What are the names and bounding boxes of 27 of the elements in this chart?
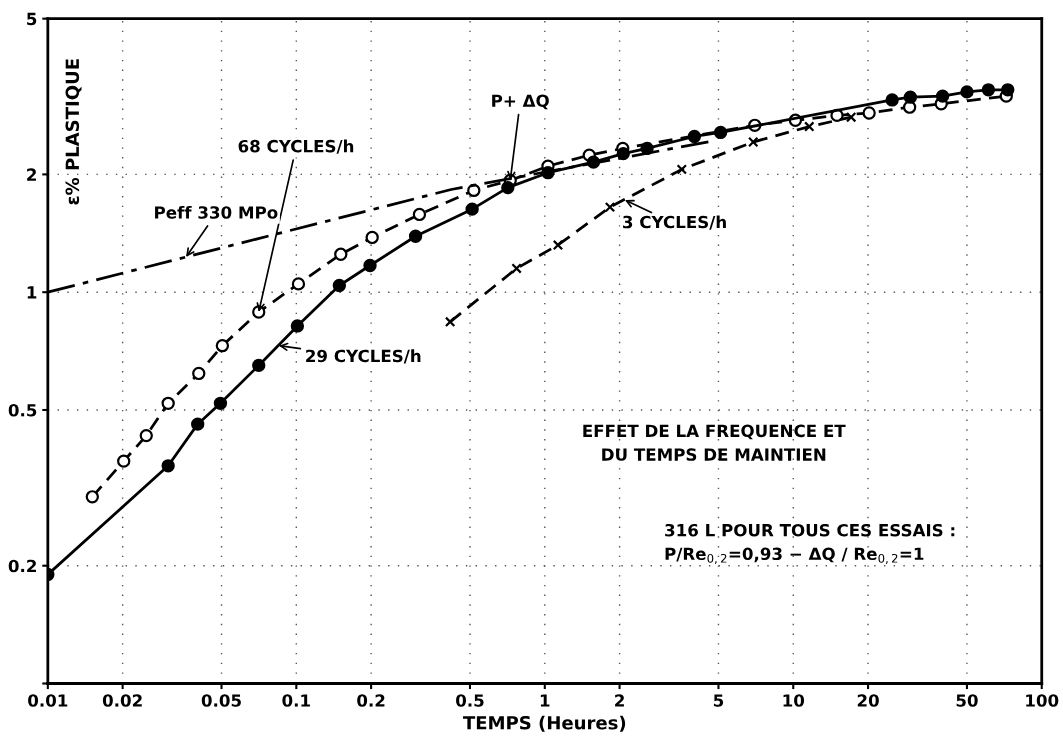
x-tick-label: 0.05 (201, 694, 241, 707)
x-tick-label: 1 (540, 694, 550, 707)
y-axis-title: ε% PLASTIQUE (65, 59, 82, 205)
x-axis-title: TEMPS (Heures) (463, 715, 626, 732)
annotation: 68 CYCLES/h (238, 139, 354, 154)
x-tick-label: 0.5 (456, 694, 484, 707)
y-tick-label: 1 (27, 286, 37, 299)
annotation: 316 L POUR TOUS CES ESSAIS : P/Re$_{0,2}$=0,93 − ΔQ / Re$_{0,2}$=1 (665, 523, 955, 564)
x-tick-label: 0.1 (282, 694, 310, 707)
y-tick-label: 0.2 (8, 559, 36, 573)
y-tick-label: 5 (27, 12, 37, 26)
x-tick-label: 20 (857, 694, 879, 707)
x-tick-label: 0.02 (102, 694, 142, 707)
x-tick-label: 0.2 (357, 694, 385, 707)
x-tick-label: 0.01 (28, 694, 68, 707)
x-tick-label: 5 (713, 694, 724, 707)
annotation: EFFET DE LA FREQUENCE ET DU TEMPS DE MAINTIEN (583, 424, 846, 461)
x-tick-label: 50 (956, 694, 978, 707)
x-tick-label: 100 (1026, 694, 1059, 707)
x-tick-label: 2 (615, 694, 624, 707)
annotation: Peff 330 MPo (155, 205, 278, 219)
y-tick-label: 2 (27, 168, 36, 181)
annotation: 3 CYCLES/h (623, 215, 726, 230)
y-tick-label: 0.5 (8, 403, 37, 417)
annotation: P+ ΔQ (492, 94, 549, 110)
x-tick-label: 10 (783, 694, 805, 707)
annotation: 29 CYCLES/h (306, 349, 421, 364)
